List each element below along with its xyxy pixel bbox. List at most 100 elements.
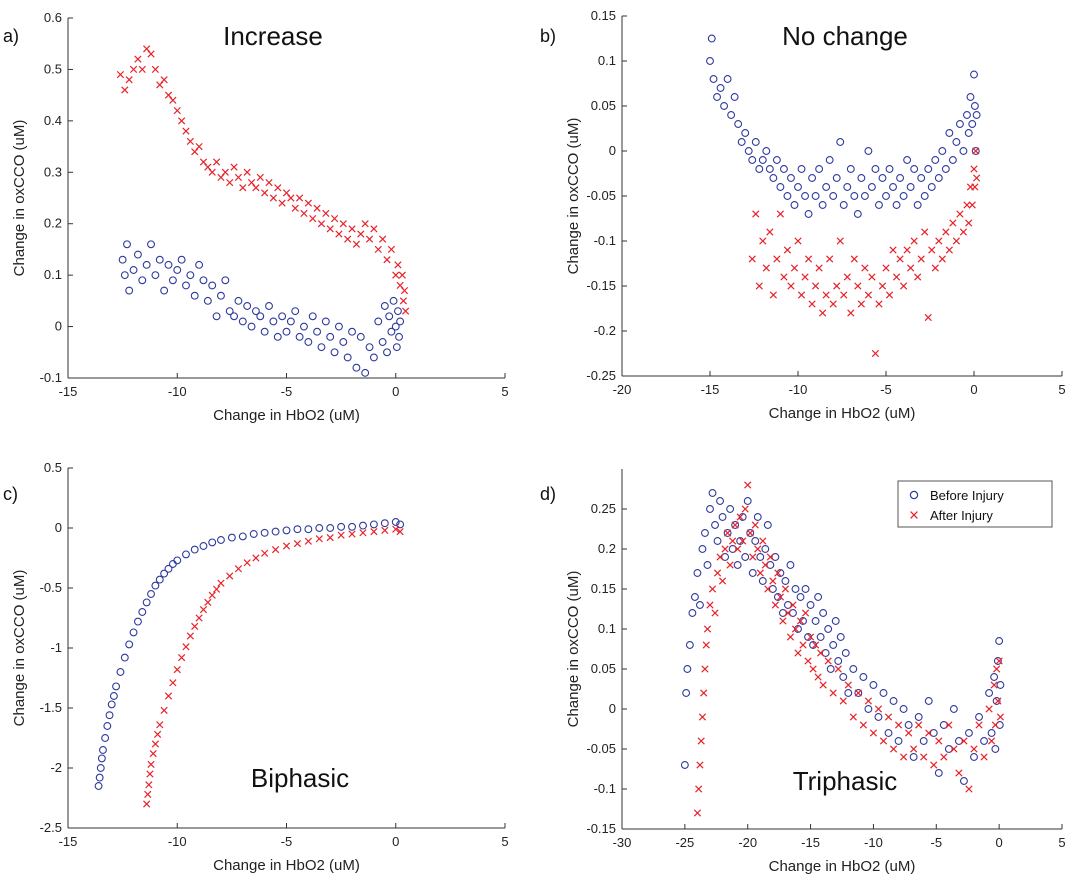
data-point-circle bbox=[954, 737, 963, 745]
y-tick-label: 0.05 bbox=[591, 98, 616, 113]
data-point-x bbox=[208, 591, 216, 599]
data-point-circle bbox=[392, 343, 401, 352]
data-point-circle bbox=[116, 668, 125, 676]
data-point-circle bbox=[896, 174, 905, 182]
data-point-x bbox=[706, 601, 714, 609]
data-point-circle bbox=[238, 532, 247, 541]
data-point-circle bbox=[786, 561, 795, 569]
data-point-circle bbox=[727, 111, 736, 119]
data-point-x bbox=[739, 537, 747, 545]
data-point-circle bbox=[850, 192, 859, 200]
data-point-x bbox=[134, 55, 142, 63]
data-point-circle bbox=[391, 322, 400, 331]
data-point-circle bbox=[343, 353, 352, 362]
x-tick-label: -5 bbox=[880, 382, 892, 397]
data-point-x bbox=[399, 297, 408, 305]
data-point-x bbox=[204, 598, 212, 607]
data-point-x bbox=[774, 569, 782, 577]
data-point-x bbox=[985, 705, 993, 713]
data-point-circle bbox=[155, 255, 164, 264]
data-point-x bbox=[261, 549, 269, 557]
data-point-x bbox=[370, 527, 378, 536]
panel-letter: c) bbox=[3, 484, 18, 504]
data-point-circle bbox=[738, 513, 747, 521]
data-point-x bbox=[779, 617, 787, 625]
data-point-circle bbox=[125, 286, 134, 295]
data-point-circle bbox=[251, 307, 260, 316]
data-point-x bbox=[819, 681, 827, 689]
y-tick-label: 0.1 bbox=[44, 267, 62, 282]
data-point-x bbox=[145, 781, 153, 789]
data-point-circle bbox=[682, 689, 691, 697]
data-point-x bbox=[352, 240, 361, 248]
data-point-x bbox=[182, 127, 190, 135]
data-point-circle bbox=[959, 147, 968, 155]
data-point-x bbox=[177, 653, 186, 662]
data-point-x bbox=[940, 753, 948, 761]
data-point-circle bbox=[948, 156, 957, 164]
data-point-circle bbox=[321, 317, 330, 326]
data-point-circle bbox=[783, 192, 792, 200]
data-point-x bbox=[991, 721, 999, 729]
data-point-circle bbox=[756, 553, 765, 561]
y-tick-label: 0.5 bbox=[44, 460, 62, 475]
data-point-x bbox=[278, 199, 286, 207]
data-point-x bbox=[945, 721, 953, 729]
data-point-circle bbox=[741, 553, 750, 561]
data-point-circle bbox=[787, 174, 795, 182]
data-point-circle bbox=[811, 617, 820, 625]
data-point-circle bbox=[889, 697, 898, 705]
data-point-circle bbox=[680, 761, 689, 769]
data-point-circle bbox=[875, 201, 883, 209]
y-axis-label: Change in oxCCO (uM) bbox=[11, 120, 28, 277]
data-point-circle bbox=[972, 111, 981, 119]
data-point-circle bbox=[208, 538, 217, 547]
data-point-x bbox=[801, 273, 809, 281]
data-point-x bbox=[789, 601, 797, 609]
data-point-circle bbox=[365, 343, 374, 352]
data-point-x bbox=[339, 220, 347, 228]
data-point-x bbox=[781, 585, 790, 593]
data-point-x bbox=[879, 737, 888, 745]
data-point-circle bbox=[706, 505, 714, 513]
data-point-circle bbox=[929, 729, 938, 737]
data-point-x bbox=[875, 300, 883, 308]
data-point-circle bbox=[168, 276, 177, 285]
data-point-x bbox=[153, 730, 162, 739]
data-point-circle bbox=[105, 711, 114, 720]
chart-panel-c: -15 -10 -5 0 5 -2.5 -2 -1.5 -1 -0.5 0 0.5 Change in … bbox=[3, 460, 509, 874]
data-point-x bbox=[808, 300, 816, 308]
data-point-x bbox=[840, 291, 848, 299]
data-point-x bbox=[910, 745, 918, 753]
data-point-circle bbox=[96, 764, 105, 772]
data-point-circle bbox=[878, 174, 887, 182]
data-point-circle bbox=[293, 525, 302, 534]
data-point-x bbox=[769, 291, 777, 299]
data-point-x bbox=[195, 142, 203, 151]
data-point-circle bbox=[809, 641, 818, 649]
y-axis-label: Change in oxCCO (uM) bbox=[11, 570, 28, 727]
data-point-circle bbox=[867, 183, 876, 191]
data-point-x bbox=[304, 537, 312, 545]
data-point-x bbox=[370, 225, 378, 233]
data-point-x bbox=[935, 737, 943, 745]
data-point-circle bbox=[924, 697, 933, 705]
data-point-circle bbox=[964, 129, 973, 137]
x-tick-label: 5 bbox=[1058, 835, 1065, 850]
data-point-circle bbox=[970, 70, 978, 79]
data-point-x bbox=[824, 657, 832, 665]
data-point-x bbox=[780, 273, 788, 281]
data-point-circle bbox=[939, 721, 948, 729]
data-point-x bbox=[121, 86, 129, 94]
data-point-x bbox=[761, 561, 769, 569]
data-point-circle bbox=[716, 497, 725, 505]
data-point-x bbox=[899, 753, 908, 761]
y-tick-label: 0.05 bbox=[591, 661, 616, 676]
y-axis-label: Change in oxCCO (uM) bbox=[565, 118, 582, 275]
data-point-x bbox=[861, 264, 869, 272]
data-point-circle bbox=[871, 165, 880, 173]
data-point-x bbox=[736, 513, 744, 521]
legend-entry-label: Before Injury bbox=[930, 488, 1004, 503]
data-point-x bbox=[819, 309, 827, 317]
data-point-circle bbox=[963, 111, 971, 119]
